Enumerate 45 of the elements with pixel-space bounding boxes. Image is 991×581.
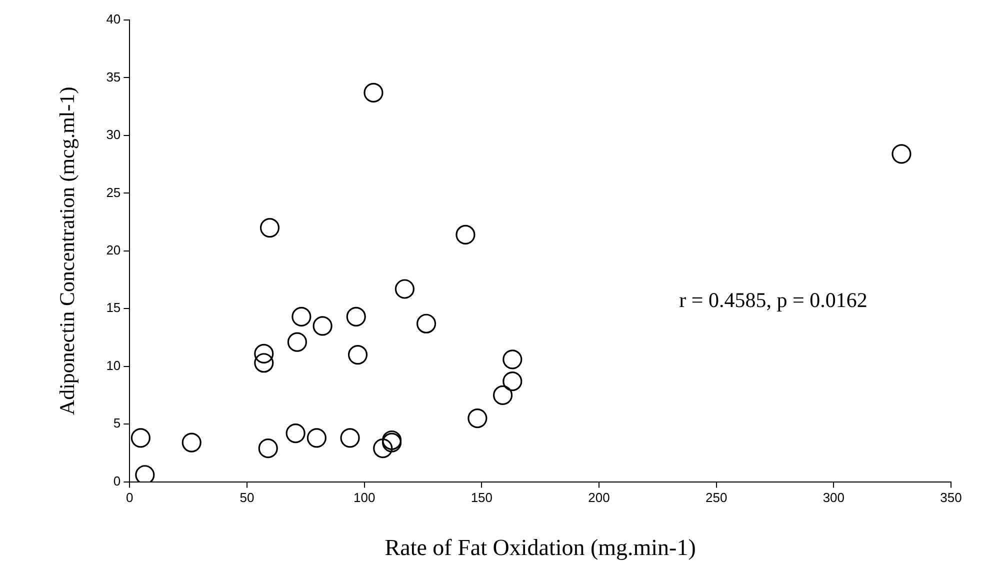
x-tick-label: 350: [940, 490, 962, 506]
point: [254, 353, 274, 373]
point: [130, 428, 150, 448]
point: [135, 465, 155, 482]
y-tick-label: 25: [106, 184, 121, 200]
point: [346, 306, 366, 327]
y-tick-label: 40: [106, 12, 121, 27]
point: [364, 82, 384, 103]
point: [292, 306, 312, 327]
point: [492, 385, 513, 406]
point: [373, 438, 393, 458]
point: [182, 432, 202, 452]
point: [312, 316, 332, 336]
y-tick-label: 35: [106, 69, 121, 84]
point: [502, 350, 522, 370]
x-tick-label: 50: [240, 490, 254, 506]
point: [394, 279, 414, 299]
x-tick-label: 100: [353, 490, 376, 506]
x-tick-label: 300: [822, 490, 845, 506]
point: [286, 424, 306, 444]
point: [254, 344, 274, 364]
point: [416, 314, 436, 334]
point: [456, 224, 476, 245]
y-tick-label: 30: [106, 127, 121, 142]
y-axis-title: Adiponectin Concentration (mcg.ml-1): [55, 86, 80, 416]
point: [306, 428, 326, 448]
point: [258, 438, 278, 458]
point: [892, 144, 912, 164]
x-tick-label: 250: [705, 490, 728, 506]
y-tick-label: 5: [113, 416, 121, 431]
y-tick-label: 15: [106, 300, 121, 316]
x-tick-label: 150: [470, 490, 493, 506]
y-tick-label: 0: [113, 473, 121, 488]
point: [260, 218, 280, 238]
x-tick-label: 200: [588, 490, 610, 506]
point: [348, 345, 368, 365]
annotation: r = 0.4585, p = 0.0162: [679, 288, 868, 312]
point: [340, 428, 360, 448]
y-tick-label: 10: [106, 358, 121, 373]
point: [502, 372, 522, 392]
x-tick-label: 0: [126, 490, 134, 506]
y-tick-label: 20: [106, 242, 121, 258]
point: [468, 408, 488, 428]
point: [287, 332, 308, 352]
x-axis-title: Rate of Fat Oxidation (mg.min-1): [384, 535, 696, 560]
